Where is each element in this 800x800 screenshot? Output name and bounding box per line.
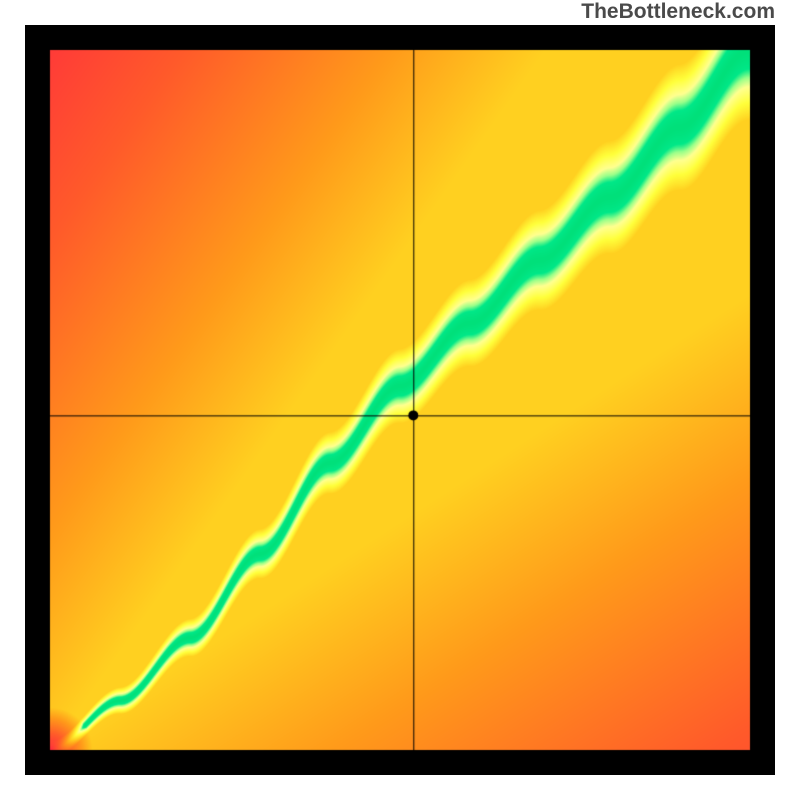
bottleneck-heatmap bbox=[25, 25, 775, 775]
heatmap-canvas bbox=[25, 25, 775, 775]
watermark-text: TheBottleneck.com bbox=[581, 0, 775, 24]
